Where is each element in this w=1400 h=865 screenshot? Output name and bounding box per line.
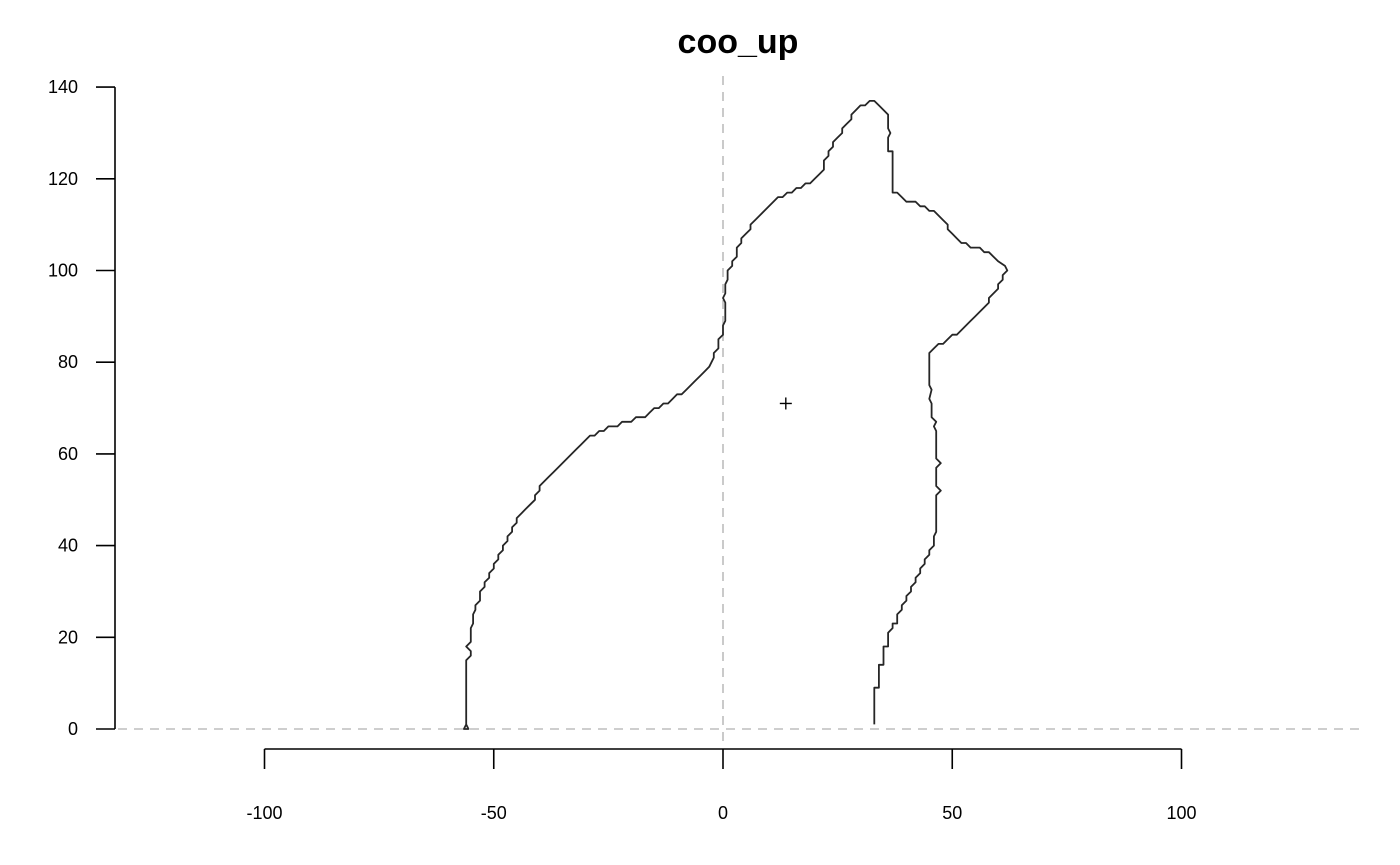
y-axis: 0 20 40 60 80 100 120 140 — [48, 77, 116, 739]
plot-area — [462, 100, 1009, 730]
y-tick-label: 140 — [48, 77, 78, 97]
x-tick-label: -100 — [246, 803, 282, 823]
y-tick-label: 0 — [68, 719, 78, 739]
y-tick-label: 60 — [58, 444, 78, 464]
x-tick-label: 0 — [718, 803, 728, 823]
y-tick-label: 40 — [58, 536, 78, 556]
x-tick-label: -50 — [481, 803, 507, 823]
x-axis: -100 -50 0 50 100 — [246, 748, 1197, 823]
x-tick-label: 100 — [1166, 803, 1196, 823]
y-tick-label: 20 — [58, 627, 78, 647]
centroid-marker — [779, 397, 792, 410]
chart-title: coo_up — [678, 23, 799, 61]
y-tick-label: 120 — [48, 169, 78, 189]
y-tick-label: 100 — [48, 261, 78, 281]
x-tick-label: 50 — [942, 803, 962, 823]
reference-lines — [118, 76, 1362, 742]
outline-series-line — [462, 100, 1009, 730]
y-tick-label: 80 — [58, 352, 78, 372]
